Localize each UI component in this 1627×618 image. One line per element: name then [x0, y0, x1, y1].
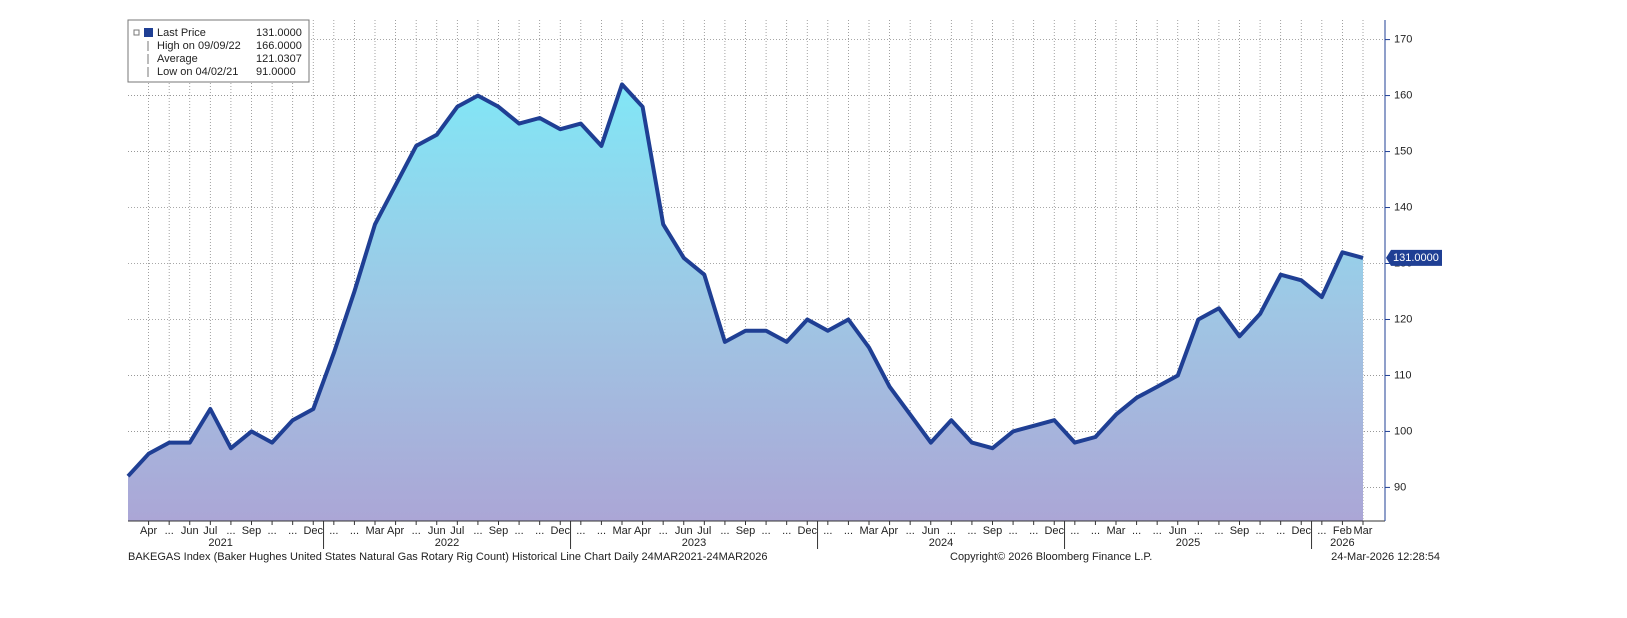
x-tick-label: Dec [1044, 525, 1064, 537]
x-tick-label: Mar [860, 525, 879, 537]
x-tick-label: Jun [1169, 525, 1187, 537]
year-label: 2023 [682, 537, 706, 549]
x-tick-label: Sep [736, 525, 756, 537]
x-tick-label: ... [967, 525, 976, 537]
x-tick-label: Apr [634, 525, 651, 537]
x-tick-label: Sep [242, 525, 262, 537]
x-tick-label: Jun [675, 525, 693, 537]
x-tick-label: ... [226, 525, 235, 537]
x-tick-label: ... [823, 525, 832, 537]
x-tick-label: ... [844, 525, 853, 537]
x-tick-label: Dec [550, 525, 570, 537]
year-label: 2025 [1176, 537, 1200, 549]
x-tick-label: ... [1194, 525, 1203, 537]
x-tick-label: Sep [489, 525, 509, 537]
legend-value: 131.0000 [256, 27, 302, 39]
legend-label: Last Price [157, 27, 206, 39]
x-tick-label: ... [1070, 525, 1079, 537]
x-tick-label: Mar [366, 525, 385, 537]
x-tick-label: Sep [1230, 525, 1250, 537]
year-label: 2024 [929, 537, 953, 549]
x-tick-label: ... [473, 525, 482, 537]
footer-copyright: Copyright© 2026 Bloomberg Finance L.P. [950, 551, 1152, 563]
y-tick-label: 150 [1394, 145, 1412, 157]
y-tick-label: 120 [1394, 313, 1412, 325]
x-tick-label: ... [267, 525, 276, 537]
x-tick-label: ... [1008, 525, 1017, 537]
x-tick-label: ... [1276, 525, 1285, 537]
x-tick-label: ... [1029, 525, 1038, 537]
x-tick-label: ... [1317, 525, 1326, 537]
x-tick-label: ... [165, 525, 174, 537]
x-tick-label: Dec [1291, 525, 1311, 537]
y-tick-label: 140 [1394, 201, 1412, 213]
x-tick-label: Apr [140, 525, 157, 537]
x-tick-label: Feb [1333, 525, 1352, 537]
x-tick-label: ... [1091, 525, 1100, 537]
legend-swatch [144, 28, 153, 37]
x-tick-label: ... [350, 525, 359, 537]
x-tick-label: Mar [613, 525, 632, 537]
x-tick-label: ... [659, 525, 668, 537]
legend-value: 121.0307 [256, 53, 302, 65]
y-tick-label: 170 [1394, 33, 1412, 45]
last-price-tag [1386, 249, 1442, 266]
x-tick-label: Sep [983, 525, 1003, 537]
x-tick-label: Jun [181, 525, 199, 537]
x-tick-label: ... [329, 525, 338, 537]
x-tick-label: Jul [203, 525, 217, 537]
x-tick-label: ... [1255, 525, 1264, 537]
x-tick-label: ... [576, 525, 585, 537]
x-tick-label: ... [906, 525, 915, 537]
x-tick-label: ... [514, 525, 523, 537]
year-label: 2021 [208, 537, 232, 549]
x-tick-label: Jul [450, 525, 464, 537]
x-tick-label: Jun [428, 525, 446, 537]
x-tick-label: Jun [922, 525, 940, 537]
legend-box [127, 19, 310, 83]
x-tick-label: Mar [1107, 525, 1126, 537]
line [126, 82, 1364, 478]
x-tick-label: ... [761, 525, 770, 537]
y-tick-label: 160 [1394, 89, 1412, 101]
x-tick-label: Dec [797, 525, 817, 537]
legend-label: Low on 04/02/21 [157, 66, 238, 78]
footer-timestamp: 24-Mar-2026 12:28:54 [1331, 551, 1440, 563]
year-label: 2022 [435, 537, 459, 549]
x-tick-label: ... [947, 525, 956, 537]
x-tick-label: Apr [881, 525, 898, 537]
y-tick-label: 90 [1394, 481, 1406, 493]
footer-description: BAKEGAS Index (Baker Hughes United State… [128, 551, 768, 563]
x-tick-label: Jul [697, 525, 711, 537]
legend-value: 91.0000 [256, 66, 296, 78]
x-tick-label: ... [782, 525, 791, 537]
x-tick-label: Dec [303, 525, 323, 537]
area [128, 84, 1363, 522]
x-tick-label: ... [597, 525, 606, 537]
x-tick-label: ... [412, 525, 421, 537]
legend-label: High on 09/09/22 [157, 40, 241, 52]
legend-label: Average [157, 53, 198, 65]
x-tick-label: ... [1214, 525, 1223, 537]
x-tick-label: ... [1132, 525, 1141, 537]
x-tick-label: ... [1153, 525, 1162, 537]
y-tick-label: 100 [1394, 425, 1412, 437]
x-tick-label: Mar [1354, 525, 1373, 537]
x-tick-label: ... [720, 525, 729, 537]
x-tick-label: ... [288, 525, 297, 537]
legend-value: 166.0000 [256, 40, 302, 52]
x-tick-label: ... [535, 525, 544, 537]
year-label: 2026 [1330, 537, 1354, 549]
y-tick-label: 110 [1394, 369, 1412, 381]
legend-toggle [133, 29, 140, 36]
x-tick-label: Apr [387, 525, 404, 537]
last-price-tag-label: 131.0000 [1393, 252, 1439, 264]
